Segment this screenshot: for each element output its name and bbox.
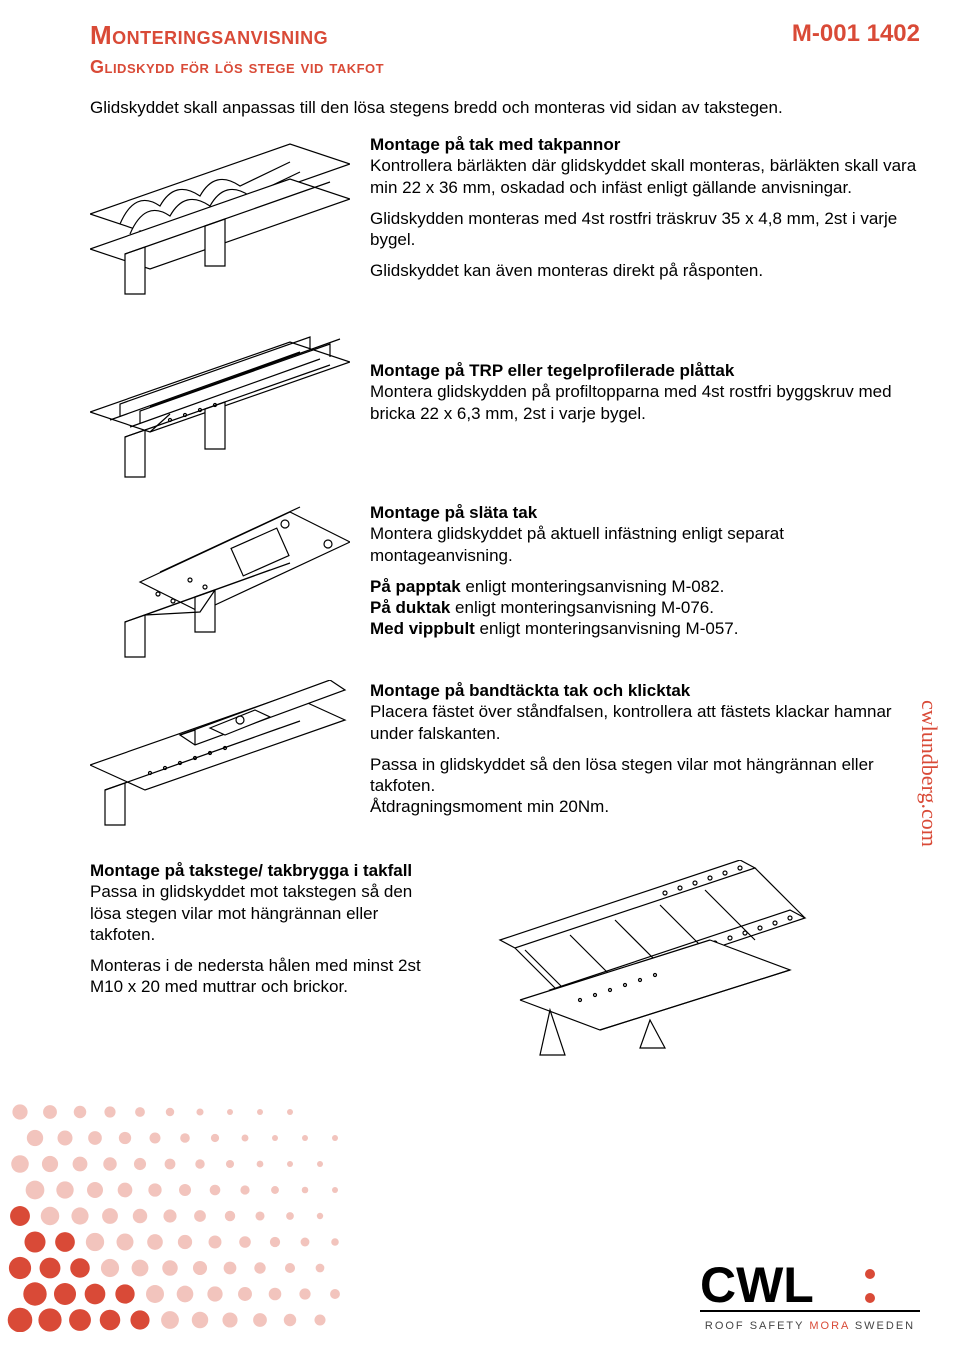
logo: CWL ROOF SAFETY MORA SWEDEN (700, 1256, 920, 1332)
section-3-extra-rest-2: enligt monteringsanvisning M-057. (475, 619, 739, 638)
page-subtitle: Glidskydd för lös stege vid takfot (90, 57, 920, 78)
section-1-p2: Glidskydden monteras med 4st rostfri trä… (370, 208, 920, 251)
section-3-figure (90, 502, 350, 662)
section-4-text: Montage på bandtäckta tak och klicktak P… (370, 680, 920, 828)
section-1-p1: Kontrollera bärläkten där glidskyddet sk… (370, 156, 916, 196)
logo-tagline-2: MORA (809, 1320, 849, 1332)
section-2-text: Montage på TRP eller tegelprofilerade pl… (370, 332, 920, 434)
section-3-heading: Montage på släta tak (370, 503, 537, 522)
section-2-p1: Montera glidskydden på profiltopparna me… (370, 382, 892, 422)
document-code: M-001 1402 (792, 20, 920, 48)
section-3-extra-bold-1: På duktak (370, 598, 450, 617)
section-3-extra-rest-1: enligt monteringsanvisning M-076. (450, 598, 714, 617)
header: Monteringsanvisning M-001 1402 Glidskydd… (90, 20, 920, 78)
intro-text: Glidskyddet skall anpassas till den lösa… (90, 98, 920, 118)
section-4-heading: Montage på bandtäckta tak och klicktak (370, 681, 690, 700)
dots-decoration (0, 1092, 340, 1332)
section-1-text: Montage på tak med takpannor Kontrollera… (370, 134, 920, 292)
section-4-p2: Passa in glidskyddet så den lösa stegen … (370, 755, 874, 795)
section-1-p3: Glidskyddet kan även monteras direkt på … (370, 260, 920, 281)
section-3: Montage på släta tak Montera glidskyddet… (90, 502, 920, 662)
section-4-figure (90, 680, 350, 830)
svg-text:CWL: CWL (700, 1257, 814, 1313)
section-5-p2: Monteras i de nedersta hålen med minst 2… (90, 955, 440, 998)
logo-tagline: ROOF SAFETY MORA SWEDEN (700, 1320, 920, 1332)
section-1: Montage på tak med takpannor Kontrollera… (90, 134, 920, 304)
section-5-text: Montage på takstege/ takbrygga i takfall… (90, 860, 440, 1008)
website-label: cwlundberg.com (916, 700, 942, 847)
section-5-figure (450, 860, 830, 1060)
section-3-extra: På papptak enligt monteringsanvisning M-… (370, 576, 920, 640)
section-4-p1: Placera fästet över ståndfalsen, kontrol… (370, 702, 892, 742)
section-5-heading: Montage på takstege/ takbrygga i takfall (90, 861, 412, 880)
section-1-figure (90, 134, 350, 304)
section-5: Montage på takstege/ takbrygga i takfall… (90, 860, 920, 1060)
section-3-extra-bold-2: Med vippbult (370, 619, 475, 638)
section-4: Montage på bandtäckta tak och klicktak P… (90, 680, 920, 830)
section-4-p3: Åtdragningsmoment min 20Nm. (370, 797, 609, 816)
logo-tagline-3: SWEDEN (850, 1320, 915, 1332)
section-5-p1: Passa in glidskyddet mot takstegen så de… (90, 882, 412, 944)
section-2-heading: Montage på TRP eller tegelprofilerade pl… (370, 361, 734, 380)
section-2-figure (90, 332, 350, 482)
section-2: Montage på TRP eller tegelprofilerade pl… (90, 332, 920, 482)
section-1-heading: Montage på tak med takpannor (370, 135, 620, 154)
section-3-p1: Montera glidskyddet på aktuell infästnin… (370, 524, 784, 564)
logo-tagline-1: ROOF SAFETY (705, 1320, 809, 1332)
section-3-extra-bold-0: På papptak (370, 577, 461, 596)
section-3-extra-rest-0: enligt monteringsanvisning M-082. (461, 577, 725, 596)
section-3-text: Montage på släta tak Montera glidskyddet… (370, 502, 920, 650)
